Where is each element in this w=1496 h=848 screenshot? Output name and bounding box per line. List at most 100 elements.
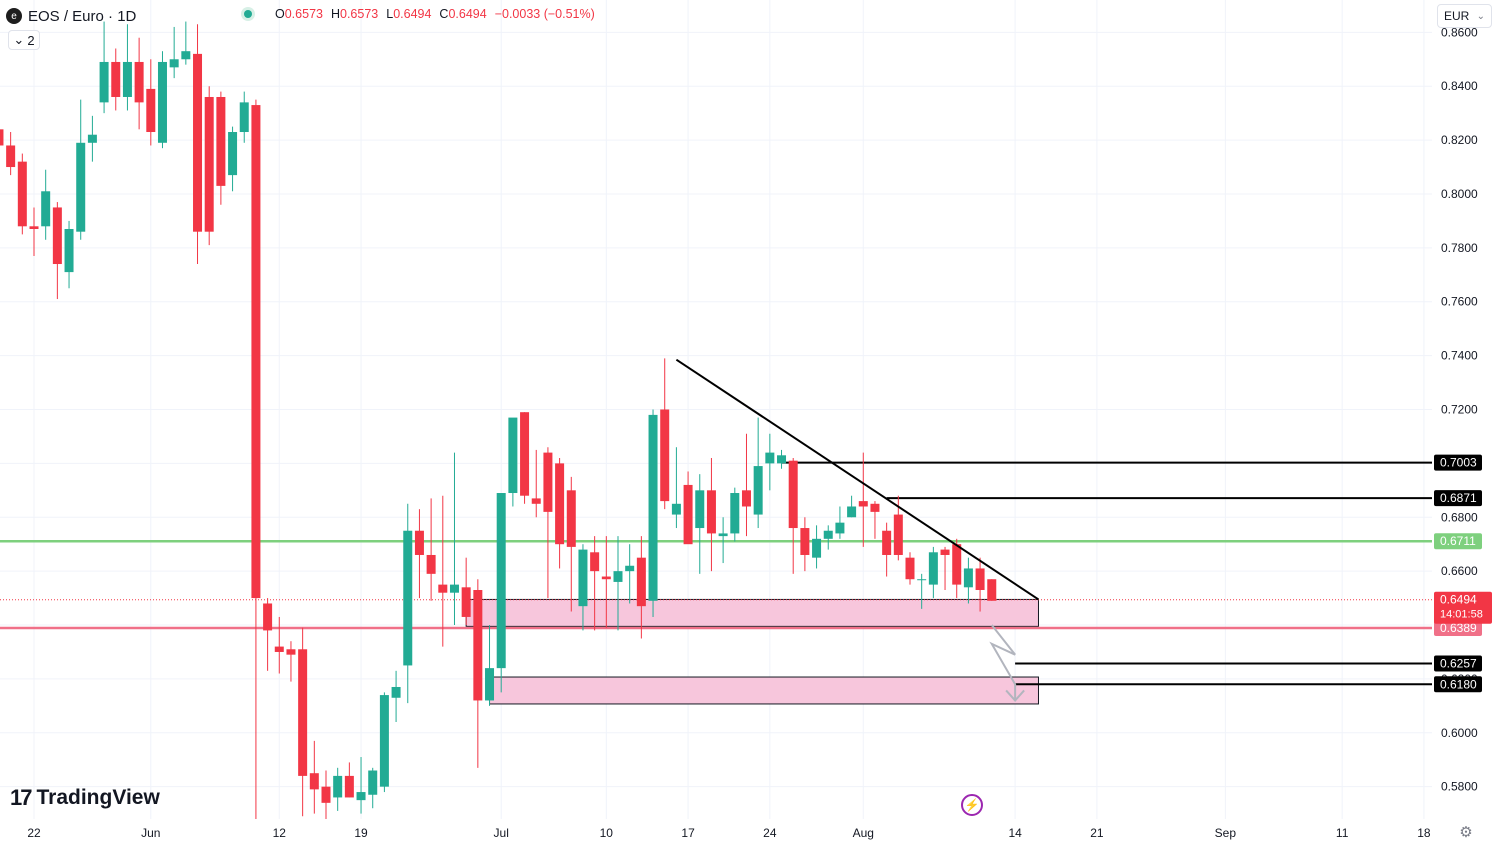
candle-down[interactable] (893, 514, 903, 555)
candle-down[interactable] (952, 544, 962, 585)
candle-down[interactable] (882, 530, 892, 555)
candle-up[interactable] (356, 792, 366, 801)
candle-up[interactable] (87, 134, 97, 143)
candle-up[interactable] (625, 565, 635, 572)
candle-up[interactable] (391, 686, 401, 698)
candle-down[interactable] (870, 503, 880, 512)
candle-up[interactable] (368, 770, 378, 795)
symbol-header[interactable]: e EOS / Euro · 1D (6, 6, 136, 26)
events-flash-icon[interactable]: ⚡ (961, 794, 983, 816)
candle-up[interactable] (812, 538, 822, 558)
candle-down[interactable] (6, 145, 16, 168)
candle-down[interactable] (29, 226, 39, 229)
gear-icon[interactable]: ⚙ (1459, 824, 1473, 841)
symbol-title[interactable]: EOS / Euro · 1D (28, 7, 137, 25)
candle-up[interactable] (379, 695, 389, 787)
candle-down[interactable] (438, 584, 448, 593)
candle-down[interactable] (286, 649, 296, 655)
candle-up[interactable] (718, 533, 728, 537)
candle-down[interactable] (146, 88, 156, 133)
candle-up[interactable] (449, 584, 459, 593)
candle-up[interactable] (753, 466, 763, 515)
candle-up[interactable] (496, 493, 506, 669)
candle-up[interactable] (777, 455, 787, 464)
candle-up[interactable] (648, 414, 658, 601)
candle-up[interactable] (169, 59, 179, 68)
candle-up[interactable] (508, 417, 518, 494)
candle-down[interactable] (473, 590, 483, 701)
candle-down[interactable] (566, 490, 576, 547)
candle-down[interactable] (706, 490, 716, 534)
candle-down[interactable] (461, 587, 471, 617)
candle-down[interactable] (800, 528, 810, 555)
candle-up[interactable] (613, 571, 623, 582)
candle-up[interactable] (765, 452, 775, 464)
candle-down[interactable] (940, 549, 950, 555)
candle-down[interactable] (543, 452, 553, 512)
support-zone[interactable] (489, 676, 1039, 705)
candle-down[interactable] (414, 530, 424, 555)
candle-up[interactable] (671, 503, 681, 515)
candle-down[interactable] (975, 568, 985, 591)
candle-up[interactable] (578, 549, 588, 607)
candle-up[interactable] (917, 579, 927, 581)
candle-up[interactable] (99, 61, 109, 103)
candle-up[interactable] (835, 522, 845, 534)
candle-down[interactable] (251, 105, 261, 599)
candle-down[interactable] (905, 557, 915, 580)
candle-up[interactable] (847, 506, 857, 518)
candle-up[interactable] (695, 490, 705, 529)
candle-down[interactable] (17, 161, 27, 227)
candle-up[interactable] (122, 61, 132, 97)
candle-down[interactable] (858, 501, 868, 507)
candle-down[interactable] (52, 207, 62, 265)
candle-down[interactable] (298, 649, 308, 776)
candle-down[interactable] (741, 490, 751, 507)
candle-down[interactable] (344, 775, 354, 798)
candle-down[interactable] (309, 773, 319, 790)
candle-down[interactable] (660, 409, 670, 502)
candle-down[interactable] (426, 554, 436, 574)
candle-down[interactable] (204, 96, 214, 232)
candle-down[interactable] (788, 460, 798, 529)
candle-up[interactable] (157, 61, 167, 143)
candle-down[interactable] (987, 579, 997, 601)
candle-down[interactable] (601, 576, 611, 580)
candle-up[interactable] (823, 530, 833, 539)
candle-down[interactable] (263, 603, 273, 631)
candle-up[interactable] (730, 493, 740, 534)
candle-up[interactable] (41, 191, 51, 227)
candle-down[interactable] (590, 552, 600, 572)
indicators-toggle-button[interactable]: ⌄ 2 (8, 30, 40, 50)
candle-up[interactable] (485, 668, 495, 701)
candle-up[interactable] (333, 775, 343, 798)
candle-down[interactable] (0, 129, 4, 146)
candle-down[interactable] (531, 498, 541, 504)
descending-trendline[interactable] (675, 358, 1040, 601)
candle-down[interactable] (555, 463, 565, 545)
candle-down[interactable] (193, 53, 203, 232)
currency-select[interactable]: EUR ⌄ (1437, 4, 1492, 28)
candle-up[interactable] (403, 530, 413, 666)
candle-down[interactable] (274, 646, 284, 652)
projection-path[interactable] (989, 624, 1017, 701)
candle-up[interactable] (228, 132, 238, 176)
candle-up[interactable] (76, 142, 86, 232)
candle-up[interactable] (963, 568, 973, 588)
candle-down[interactable] (683, 484, 693, 545)
candle-down[interactable] (111, 61, 121, 97)
candle-down[interactable] (216, 96, 226, 186)
market-status-icon[interactable] (241, 7, 255, 21)
support-zone[interactable] (465, 598, 1039, 627)
candle-down[interactable] (520, 412, 530, 496)
candle-up[interactable] (239, 102, 249, 133)
candle-up[interactable] (928, 552, 938, 585)
candle-up[interactable] (64, 228, 74, 273)
tradingview-logo[interactable]: 17 TradingView (10, 785, 160, 811)
candle-down[interactable] (636, 557, 646, 607)
candle-down[interactable] (321, 786, 331, 803)
candle-down[interactable] (134, 61, 144, 103)
candle-up[interactable] (181, 51, 191, 60)
